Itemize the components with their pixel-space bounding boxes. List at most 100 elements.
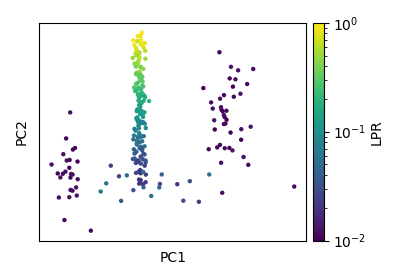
Point [136, 73, 142, 77]
Point [136, 103, 142, 108]
Point [139, 83, 146, 88]
Point [142, 48, 148, 53]
Point [74, 177, 81, 181]
Point [291, 184, 298, 189]
Point [142, 57, 148, 61]
Point [136, 146, 143, 150]
Point [140, 182, 146, 186]
Point [142, 95, 148, 100]
Point [245, 163, 252, 167]
Point [138, 101, 145, 105]
Point [141, 144, 148, 149]
Point [66, 158, 73, 162]
Point [138, 120, 145, 124]
Point [64, 158, 70, 163]
Point [133, 53, 140, 58]
Point [116, 174, 122, 179]
Point [157, 182, 163, 186]
Point [136, 73, 142, 78]
Point [139, 146, 145, 151]
Point [227, 130, 234, 135]
Point [135, 120, 141, 124]
Point [206, 172, 212, 177]
Point [137, 168, 143, 172]
Point [240, 155, 247, 159]
Point [130, 38, 136, 43]
Point [133, 150, 139, 154]
Point [143, 172, 149, 177]
Point [108, 164, 114, 168]
Point [156, 185, 162, 190]
Point [131, 147, 137, 151]
Point [140, 120, 146, 124]
Point [138, 109, 145, 113]
Point [134, 109, 140, 113]
Point [244, 82, 250, 86]
Point [136, 86, 142, 91]
Point [131, 151, 138, 156]
Point [210, 106, 216, 111]
Point [218, 160, 224, 165]
Point [140, 115, 146, 119]
Point [132, 64, 139, 69]
Point [136, 122, 142, 126]
Point [137, 111, 143, 115]
Point [142, 41, 148, 45]
Point [218, 108, 225, 112]
Point [232, 77, 239, 81]
Point [208, 100, 214, 105]
Point [250, 67, 256, 71]
Point [238, 127, 244, 131]
Point [137, 171, 144, 175]
Point [67, 110, 73, 115]
Point [135, 123, 142, 128]
Point [211, 118, 218, 122]
Point [74, 193, 80, 198]
Point [221, 122, 227, 126]
Point [206, 147, 212, 151]
Point [138, 134, 145, 139]
Point [136, 122, 143, 126]
Point [222, 115, 228, 119]
Point [130, 56, 136, 60]
Point [217, 143, 223, 147]
Point [136, 108, 142, 112]
Point [131, 133, 137, 138]
Point [140, 185, 147, 190]
Point [200, 86, 206, 90]
Point [143, 126, 149, 130]
Point [139, 74, 146, 79]
Point [137, 100, 144, 105]
Point [70, 147, 76, 152]
Point [134, 139, 140, 143]
Point [212, 127, 218, 132]
Y-axis label: LPR: LPR [369, 119, 383, 144]
Point [136, 120, 142, 125]
Point [136, 99, 142, 104]
Point [139, 147, 145, 151]
Point [67, 188, 74, 192]
Point [67, 175, 74, 180]
Point [230, 84, 236, 89]
Point [138, 90, 145, 95]
Point [63, 136, 69, 141]
Point [138, 171, 144, 176]
Point [136, 170, 142, 174]
Point [230, 95, 237, 99]
Point [138, 161, 144, 166]
Point [248, 125, 254, 129]
Point [103, 181, 110, 186]
Point [133, 88, 140, 93]
Point [140, 84, 146, 89]
Point [136, 75, 142, 79]
Point [238, 137, 244, 142]
Point [72, 146, 78, 150]
Point [134, 39, 140, 43]
Point [56, 195, 62, 200]
Point [134, 34, 141, 38]
Point [57, 175, 64, 180]
Point [73, 185, 79, 190]
Point [68, 172, 74, 176]
Point [131, 43, 138, 47]
Point [66, 195, 72, 199]
